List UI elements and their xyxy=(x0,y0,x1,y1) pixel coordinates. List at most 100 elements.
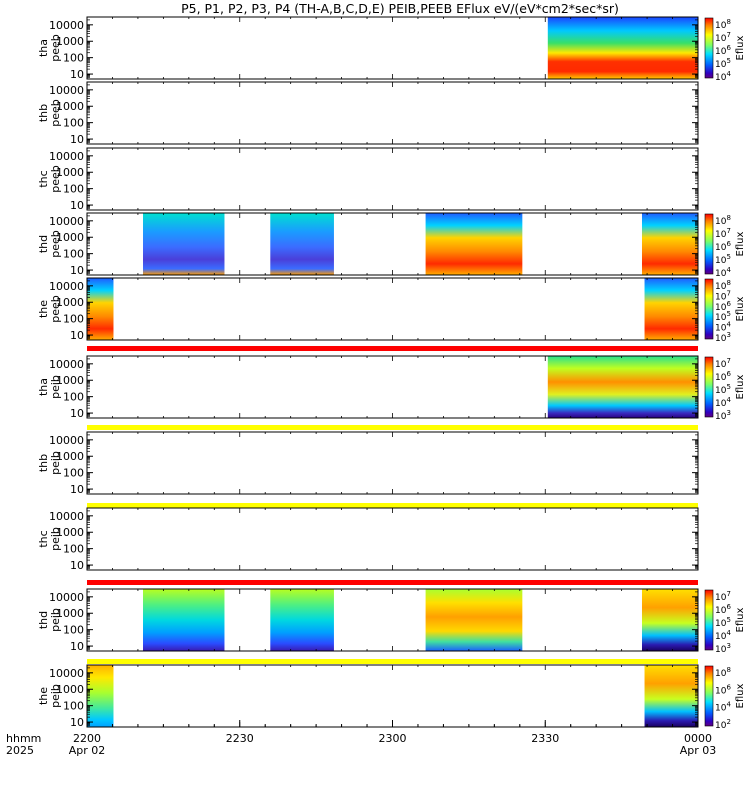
panel-label-product: peeb xyxy=(49,295,62,323)
colorbar xyxy=(704,278,714,340)
colorbar-tick-label: 106 xyxy=(715,240,731,253)
x-tick-date-label: Apr 02 xyxy=(69,744,106,757)
panel-label-product: peib xyxy=(49,451,62,475)
quality-flag-bar xyxy=(87,503,698,508)
panel-label-probe: tha xyxy=(37,378,50,396)
panel-frame xyxy=(86,81,699,145)
y-tick-label: 10 xyxy=(70,264,84,277)
spectrogram-segment xyxy=(425,213,523,275)
panel-label-probe: the xyxy=(37,300,50,318)
panel-thc-peeb: 10000 1000 100 10 thc peeb xyxy=(37,147,699,212)
y-tick-label: 1000 xyxy=(56,526,84,539)
panel-thb-peib: 10000 1000 100 10 thb peib xyxy=(37,431,699,508)
colorbar-tick-label: 104 xyxy=(715,701,731,714)
panel-label-product: peib xyxy=(49,684,62,708)
y-tick-label: 10 xyxy=(70,133,84,146)
y-tick-label: 100 xyxy=(63,313,84,326)
panel-thb-peeb: 10000 1000 100 10 thb peeb xyxy=(37,81,699,146)
colorbar-label: Eflux xyxy=(735,374,746,399)
panel-label-probe: thc xyxy=(37,530,50,547)
colorbar-tick-label: 107 xyxy=(715,590,731,603)
spectrogram-segment xyxy=(547,17,698,79)
y-tick-label: 100 xyxy=(63,248,84,261)
spectrogram-segment xyxy=(270,213,334,275)
y-tick-label: 10 xyxy=(70,640,84,653)
panel-label-probe: thd xyxy=(37,611,50,629)
panel-frame xyxy=(86,147,699,211)
y-tick-label: 10000 xyxy=(49,84,84,97)
panel-label-product: peeb xyxy=(49,230,62,258)
colorbar-tick-label: 104 xyxy=(715,629,731,642)
spectrogram-segment xyxy=(644,665,698,727)
colorbar-tick-label: 106 xyxy=(715,603,731,616)
panel-the-peib: 10000 1000 100 10 the peib 108 106 104 102 Eflux xyxy=(37,664,746,731)
panel-label-probe: the xyxy=(37,687,50,705)
y-tick-label: 10 xyxy=(70,199,84,212)
colorbar-label: Eflux xyxy=(735,231,746,256)
colorbar-label: Eflux xyxy=(735,683,746,708)
colorbar-tick-label: 108 xyxy=(715,279,731,292)
colorbar-tick-label: 106 xyxy=(715,370,731,383)
panel-label-probe: thb xyxy=(37,454,50,472)
y-tick-label: 10 xyxy=(70,559,84,572)
quality-flag-bar xyxy=(87,659,698,664)
y-tick-label: 10000 xyxy=(49,215,84,228)
colorbar-tick-label: 108 xyxy=(715,18,731,31)
colorbar-tick-label: 103 xyxy=(715,409,731,422)
colorbar-tick-label: 104 xyxy=(715,396,731,409)
y-tick-label: 10000 xyxy=(49,19,84,32)
y-tick-label: 1000 xyxy=(56,450,84,463)
spectrogram-segment xyxy=(143,589,225,651)
y-tick-label: 10 xyxy=(70,68,84,81)
panel-frame xyxy=(86,431,699,495)
colorbar-tick-label: 106 xyxy=(715,300,731,313)
y-tick-label: 100 xyxy=(63,183,84,196)
colorbar-tick-label: 108 xyxy=(715,214,731,227)
y-tick-label: 10 xyxy=(70,716,84,729)
colorbar-tick-label: 105 xyxy=(715,383,731,396)
y-tick-label: 100 xyxy=(63,117,84,130)
colorbar-tick-label: 104 xyxy=(715,70,731,83)
y-tick-label: 1000 xyxy=(56,100,84,113)
y-tick-label: 10000 xyxy=(49,510,84,523)
x-tick-label: 2330 xyxy=(531,732,559,745)
y-tick-label: 1000 xyxy=(56,607,84,620)
x-tick-label: 0000 xyxy=(684,732,712,745)
panel-frame xyxy=(86,507,699,571)
y-tick-label: 100 xyxy=(63,624,84,637)
colorbar-tick-label: 107 xyxy=(715,357,731,370)
colorbar-tick-label: 102 xyxy=(715,718,731,731)
colorbar xyxy=(704,665,714,727)
spectrogram-segment xyxy=(270,589,334,651)
panel-label-product: peib xyxy=(49,527,62,551)
y-tick-label: 1000 xyxy=(56,296,84,309)
panel-label-product: peib xyxy=(49,608,62,632)
colorbar-tick-label: 103 xyxy=(715,331,731,344)
colorbar-label: Eflux xyxy=(735,607,746,632)
quality-flag-bar xyxy=(87,346,698,351)
y-tick-label: 10 xyxy=(70,329,84,342)
panel-frame xyxy=(86,664,699,728)
colorbar-tick-label: 105 xyxy=(715,616,731,629)
y-tick-label: 100 xyxy=(63,467,84,480)
colorbar-tick-label: 105 xyxy=(715,310,731,323)
colorbar-tick-label: 103 xyxy=(715,642,731,655)
colorbar-tick-label: 107 xyxy=(715,227,731,240)
panel-label-product: peeb xyxy=(49,165,62,193)
x-tick-label: 2230 xyxy=(226,732,254,745)
y-tick-label: 1000 xyxy=(56,231,84,244)
panel-label-probe: tha xyxy=(37,39,50,57)
quality-flag-bar xyxy=(87,580,698,585)
colorbar-tick-label: 108 xyxy=(715,666,731,679)
panel-label-probe: thd xyxy=(37,235,50,253)
colorbar-tick-label: 107 xyxy=(715,31,731,44)
x-axis-year-label: 2025 xyxy=(6,744,34,757)
y-tick-label: 100 xyxy=(63,543,84,556)
colorbar-tick-label: 106 xyxy=(715,683,731,696)
panel-thc-peib: 10000 1000 100 10 thc peib xyxy=(37,507,699,585)
colorbar-label: Eflux xyxy=(735,296,746,321)
